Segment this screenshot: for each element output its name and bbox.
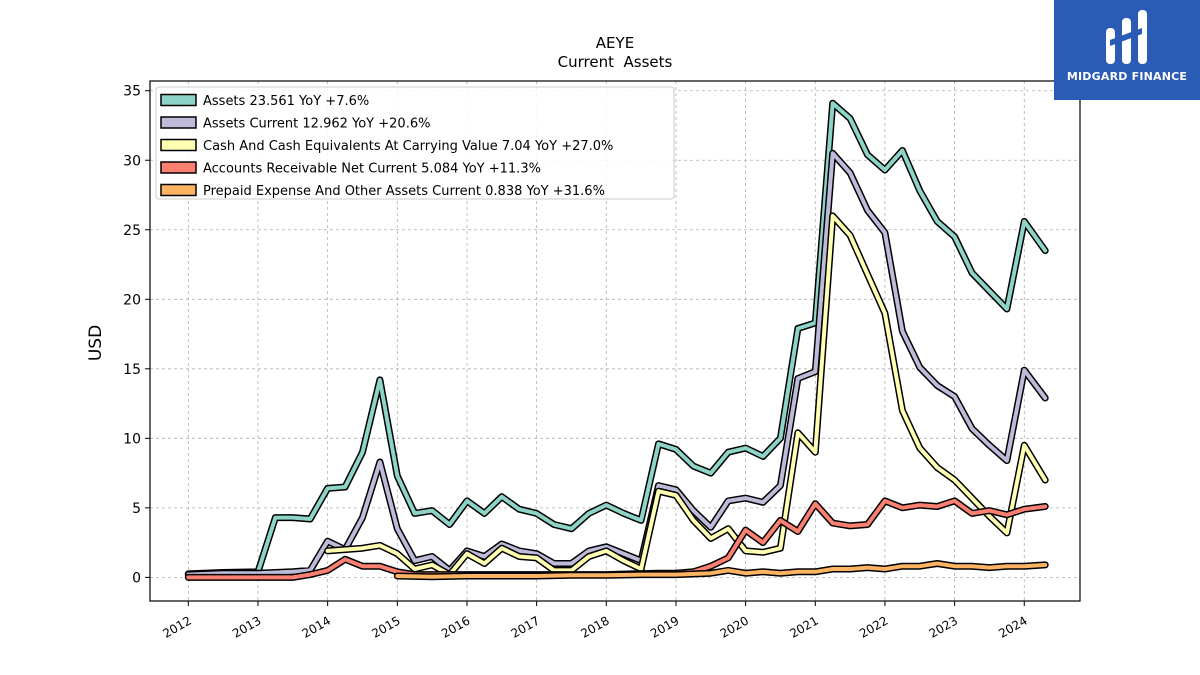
x-tick-label: 2023 — [927, 613, 960, 640]
series-line-stroke — [325, 213, 1048, 577]
x-tick-label: 2022 — [857, 613, 890, 640]
y-axis-label: USD — [86, 325, 106, 361]
series-line-stroke — [186, 498, 1048, 580]
chart-subtitle: Current Assets — [558, 53, 673, 71]
y-tick-label: 15 — [123, 362, 141, 378]
series-line-stroke — [186, 101, 1048, 576]
chart-title: AEYE — [596, 34, 634, 52]
x-tick-label: 2016 — [439, 613, 472, 640]
series-line-4 — [184, 497, 1049, 581]
series-line-3 — [324, 212, 1049, 579]
x-tick-label: 2014 — [300, 613, 333, 640]
logo-mark-icon — [1106, 10, 1147, 64]
legend-box — [155, 86, 675, 200]
plot-area-frame — [149, 80, 1081, 602]
logo-text: MIDGARD FINANCE — [1066, 70, 1188, 83]
legend-swatch — [160, 116, 197, 129]
x-tick-label: 2020 — [718, 613, 751, 640]
series-line-1 — [184, 99, 1049, 578]
legend-entry-label: Cash And Cash Equivalents At Carrying Va… — [203, 139, 613, 154]
legend: Assets 23.561 YoY +7.6% Assets Current 12… — [155, 86, 675, 200]
legend-entry-label: Assets Current 12.962 YoY +20.6% — [203, 117, 430, 132]
legend-swatch — [160, 161, 197, 174]
y-tick-label: 0 — [132, 570, 141, 586]
legend-swatch — [160, 183, 197, 197]
x-tick-label: 2018 — [578, 613, 611, 640]
y-tick-label: 35 — [123, 84, 141, 100]
series-line-stroke — [395, 561, 1048, 579]
y-tick-label: 25 — [123, 223, 141, 239]
legend-entry-label: Assets 23.561 YoY +7.6% — [203, 94, 369, 109]
x-tick-label: 2015 — [369, 613, 402, 640]
x-tick-label: 2021 — [787, 613, 820, 640]
legend-entry-label: Accounts Receivable Net Current 5.084 Yo… — [203, 162, 541, 177]
legend-swatch — [160, 93, 197, 107]
legend-swatch — [160, 138, 197, 152]
midgard-finance-logo: MIDGARD FINANCE — [1054, 0, 1200, 100]
y-tick-label: 30 — [123, 153, 141, 169]
x-tick-label: 2017 — [509, 613, 542, 640]
legend-entry-label: Prepaid Expense And Other Assets Current… — [203, 184, 605, 199]
series-line-outline — [324, 212, 1049, 579]
y-tick-label: 5 — [132, 501, 141, 517]
series-line-5 — [393, 560, 1049, 581]
x-tick-label: 2012 — [160, 613, 193, 640]
y-tick-label: 20 — [123, 292, 141, 308]
y-tick-label: 10 — [123, 431, 141, 447]
x-tick-label: 2013 — [230, 613, 263, 640]
x-tick-label: 2024 — [996, 613, 1029, 640]
x-tick-label: 2019 — [648, 613, 681, 640]
